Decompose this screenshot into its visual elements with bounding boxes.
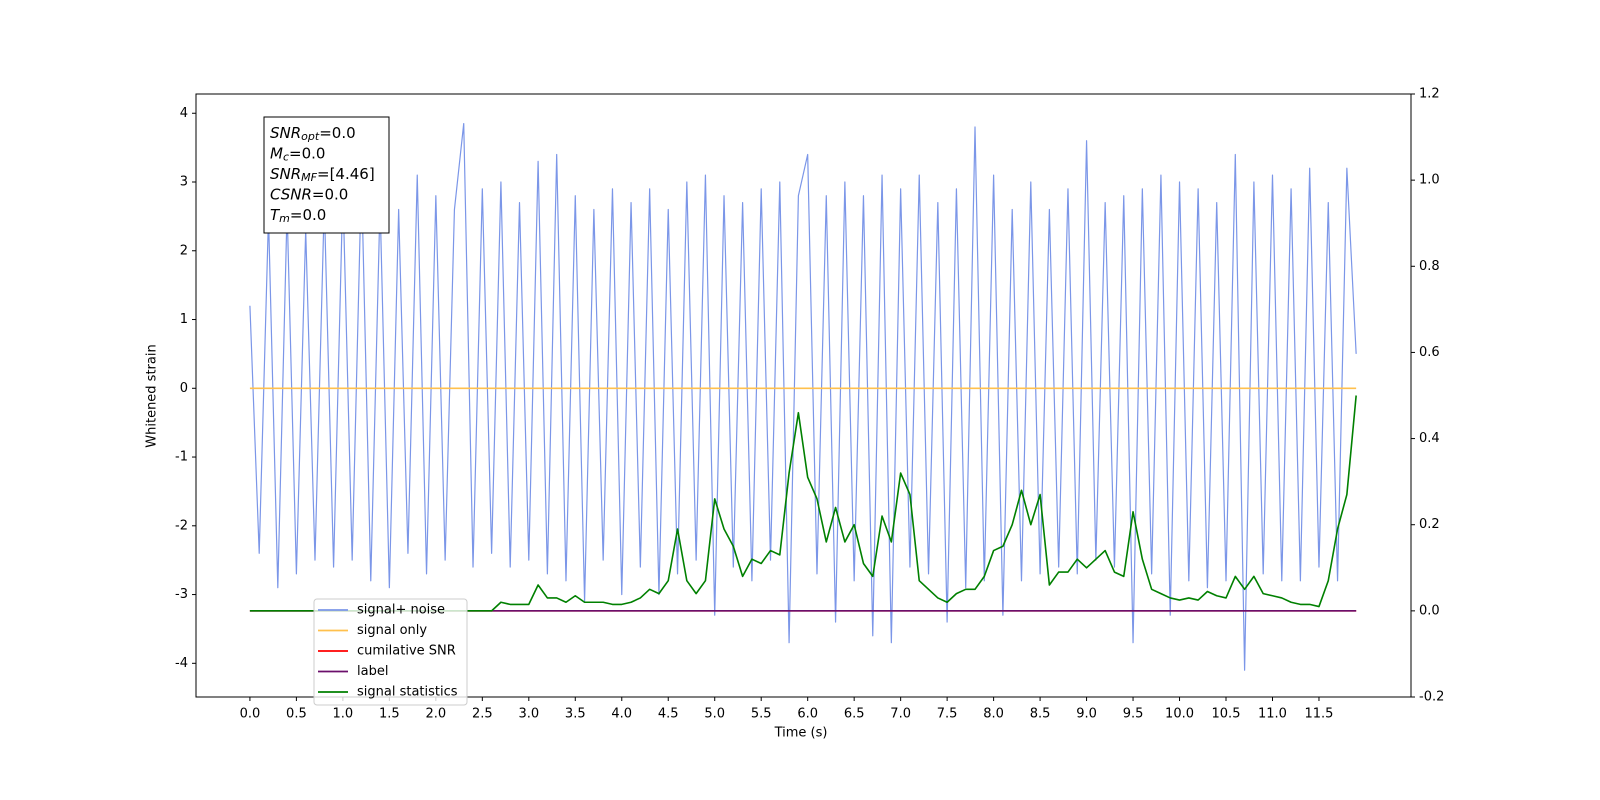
y2-tick-label: 0.0 [1419, 603, 1440, 618]
x-tick-label: 0.0 [240, 707, 261, 722]
annotation-sub: opt [301, 130, 320, 143]
annotation-value: =[4.46] [317, 165, 375, 183]
x-tick-label: 8.5 [1030, 707, 1051, 722]
series-line [249, 122, 1357, 671]
annotation: Tm=0.0 [270, 206, 326, 226]
x-tick-label: 11.5 [1304, 707, 1333, 722]
y-tick-label: -1 [175, 450, 188, 465]
y2-tick-label: 0.8 [1419, 259, 1440, 274]
x-tick-label: 4.5 [658, 707, 679, 722]
annotation: CSNR=0.0 [270, 185, 348, 203]
legend-label: signal only [357, 623, 427, 638]
x-tick-label: 9.0 [1076, 707, 1097, 722]
annotation-name: CSNR [270, 185, 312, 203]
y-tick-label: 0 [180, 381, 188, 396]
y-tick-label: -3 [175, 587, 188, 602]
y2-tick-label: 1.0 [1419, 173, 1440, 188]
x-tick-label: 1.5 [379, 707, 400, 722]
annotation-value: =0.0 [319, 124, 355, 142]
x-tick-label: 0.5 [286, 707, 307, 722]
y2-tick-label: 0.4 [1419, 431, 1440, 446]
x-tick-label: 2.5 [472, 707, 493, 722]
legend-box [313, 598, 468, 706]
x-tick-label: 3.5 [565, 707, 586, 722]
x-tick-label: 6.0 [797, 707, 818, 722]
x-axis-label: Time (s) [774, 726, 828, 741]
legend-label: signal+ noise [357, 603, 445, 618]
y-tick-label: 1 [180, 312, 188, 327]
y-tick-label: 4 [180, 106, 188, 121]
x-tick-label: 5.5 [751, 707, 772, 722]
x-tick-label: 5.0 [704, 707, 725, 722]
annotation-name: T [270, 206, 281, 224]
x-tick-label: 7.5 [937, 707, 958, 722]
x-tick-label: 10.5 [1212, 707, 1241, 722]
x-tick-label: 7.0 [890, 707, 911, 722]
y2-tick-label: 1.2 [1419, 87, 1440, 102]
y-axis-label: Whitened strain [145, 344, 160, 447]
annotation-name: M [270, 144, 283, 162]
annotation-box [263, 116, 390, 234]
annotation-name: SNR [270, 124, 301, 142]
annotation-value: =0.0 [312, 185, 348, 203]
x-tick-label: 4.0 [611, 707, 632, 722]
legend-label: signal statistics [357, 685, 458, 700]
annotation: Mc=0.0 [270, 144, 325, 164]
y-tick-label: 2 [180, 243, 188, 258]
x-tick-label: 2.0 [425, 707, 446, 722]
x-tick-label: 3.0 [518, 707, 539, 722]
x-tick-label: 10.0 [1165, 707, 1194, 722]
annotation-sub: c [283, 151, 289, 164]
y2-tick-label: -0.2 [1419, 690, 1444, 705]
y-tick-label: -4 [175, 656, 188, 671]
annotation-value: =0.0 [290, 206, 326, 224]
annotation-value: =0.0 [289, 144, 325, 162]
x-tick-label: 9.5 [1123, 707, 1144, 722]
y2-tick-label: 0.6 [1419, 345, 1440, 360]
x-tick-label: 11.0 [1258, 707, 1287, 722]
legend-label: label [357, 664, 388, 679]
y2-tick-label: 0.2 [1419, 517, 1440, 532]
annotation: SNRMF=[4.46] [270, 165, 375, 185]
plot-frame [195, 93, 1412, 698]
y-tick-label: 3 [180, 175, 188, 190]
annotation-sub: m [279, 212, 290, 225]
legend-label: cumilative SNR [357, 644, 456, 659]
annotation-name: SNR [270, 165, 301, 183]
x-tick-label: 8.0 [983, 707, 1004, 722]
annotation-sub: MF [301, 171, 317, 184]
annotation: SNRopt=0.0 [270, 124, 356, 144]
x-tick-label: 6.5 [844, 707, 865, 722]
y-tick-label: -2 [175, 518, 188, 533]
x-tick-label: 1.0 [333, 707, 354, 722]
